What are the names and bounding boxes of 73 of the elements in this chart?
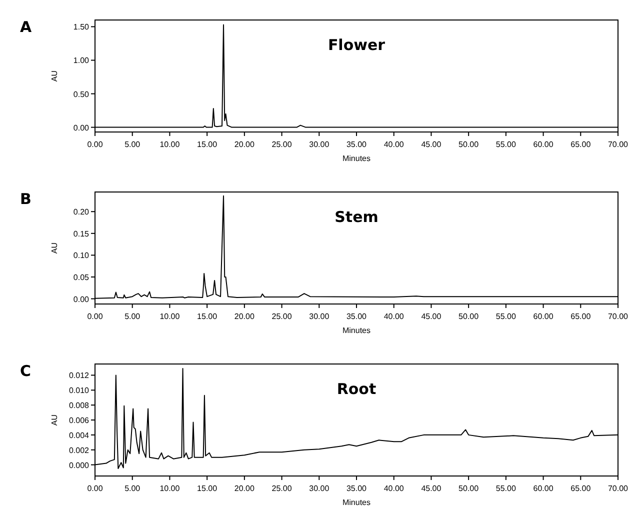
x-tick-label: 5.00 <box>124 484 141 493</box>
x-tick-label: 30.00 <box>309 140 330 149</box>
x-tick-label: 70.00 <box>608 140 629 149</box>
x-tick-label: 15.00 <box>197 140 218 149</box>
x-tick-label: 5.00 <box>124 140 141 149</box>
x-tick-label: 60.00 <box>533 484 554 493</box>
chart-title: A <box>20 18 32 36</box>
x-tick-label: 40.00 <box>384 312 404 321</box>
x-axis-title: Minutes <box>342 498 371 507</box>
y-tick-label: 0.002 <box>68 446 90 455</box>
y-tick-label: 0.00 <box>73 294 90 304</box>
x-tick-label: 50.00 <box>458 484 480 493</box>
y-tick-label: 0.004 <box>68 430 90 440</box>
y-tick-label: 0.010 <box>68 386 90 396</box>
y-tick-label: 0.012 <box>68 371 90 380</box>
annotation: Root <box>336 380 376 398</box>
y-axis-title: AU <box>50 242 59 254</box>
x-tick-label: 20.00 <box>234 140 255 149</box>
x-tick-label: 35.00 <box>346 484 368 493</box>
x-tick-label: 55.00 <box>496 484 516 493</box>
y-axis-title: AU <box>50 414 59 426</box>
y-tick-label: 0.15 <box>73 229 90 238</box>
x-tick-label: 15.00 <box>197 484 218 493</box>
x-tick-label: 50.00 <box>458 140 480 149</box>
y-axis-title: AU <box>50 70 59 82</box>
x-tick-label: 40.00 <box>384 140 404 149</box>
x-tick-label: 65.00 <box>570 140 592 149</box>
x-tick-label: 25.00 <box>272 484 292 493</box>
x-tick-label: 60.00 <box>533 312 554 321</box>
x-tick-label: 15.00 <box>197 312 218 321</box>
x-tick-label: 25.00 <box>272 140 292 149</box>
x-tick-label: 40.00 <box>384 484 404 493</box>
y-tick-label: 0.006 <box>68 416 90 425</box>
y-tick-label: 1.50 <box>73 22 90 32</box>
x-axis-title: Minutes <box>342 154 371 163</box>
y-tick-label: 0.00 <box>73 123 90 132</box>
y-tick-label: 0.008 <box>68 401 90 410</box>
x-tick-label: 0.00 <box>87 484 104 493</box>
x-tick-label: 70.00 <box>608 484 629 493</box>
x-tick-label: 45.00 <box>421 312 442 321</box>
x-tick-label: 10.00 <box>160 140 180 149</box>
x-tick-label: 50.00 <box>458 312 480 321</box>
y-tick-label: 0.05 <box>73 272 90 282</box>
x-tick-label: 60.00 <box>533 140 554 149</box>
chart-title: B <box>20 190 32 208</box>
y-tick-label: 0.50 <box>73 90 90 99</box>
x-tick-label: 30.00 <box>309 312 330 321</box>
x-tick-label: 20.00 <box>234 312 255 321</box>
x-tick-label: 55.00 <box>496 140 516 149</box>
x-axis-title: Minutes <box>342 326 371 335</box>
annotation: Stem <box>334 208 378 226</box>
x-tick-label: 35.00 <box>346 312 368 321</box>
x-tick-label: 70.00 <box>608 312 629 321</box>
y-tick-label: 0.10 <box>73 251 90 260</box>
y-tick-label: 1.00 <box>73 56 90 66</box>
x-tick-label: 25.00 <box>272 312 292 321</box>
x-tick-label: 20.00 <box>234 484 255 493</box>
y-tick-label: 0.000 <box>68 460 90 470</box>
x-tick-label: 10.00 <box>160 484 180 493</box>
x-tick-label: 55.00 <box>496 312 516 321</box>
x-tick-label: 45.00 <box>421 484 442 493</box>
x-tick-label: 65.00 <box>570 312 592 321</box>
x-tick-label: 65.00 <box>570 484 592 493</box>
x-tick-label: 10.00 <box>160 312 180 321</box>
x-tick-label: 30.00 <box>309 484 330 493</box>
x-tick-label: 45.00 <box>421 140 442 149</box>
y-tick-label: 0.20 <box>73 208 90 217</box>
x-tick-label: 35.00 <box>346 140 368 149</box>
x-tick-label: 0.00 <box>87 140 104 149</box>
chart-title: C <box>20 362 32 380</box>
annotation: Flower <box>328 36 386 54</box>
x-tick-label: 5.00 <box>124 312 141 321</box>
x-tick-label: 0.00 <box>87 312 104 321</box>
